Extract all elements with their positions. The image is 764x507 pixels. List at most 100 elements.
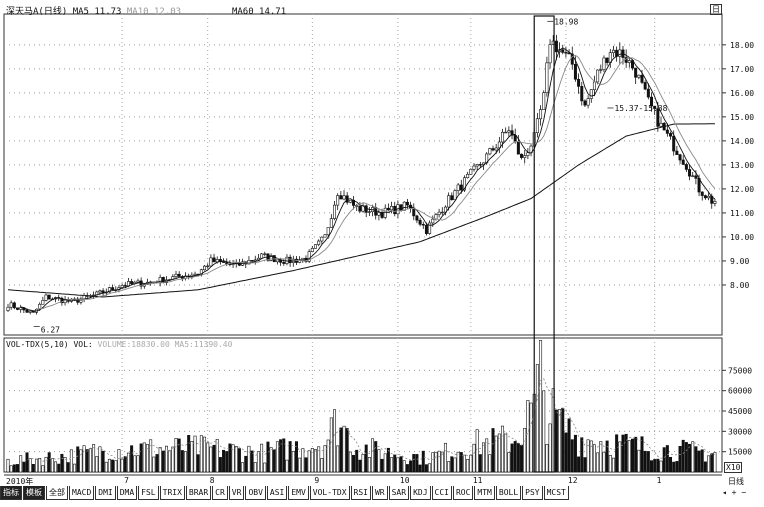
price-annotation: 18.98 xyxy=(554,17,578,26)
candle-up xyxy=(203,265,207,271)
month-label: 11 xyxy=(473,476,483,485)
candle-down xyxy=(634,67,638,78)
volume-bar-down xyxy=(672,461,676,473)
candle-up xyxy=(323,234,327,238)
candle-up xyxy=(9,302,13,308)
price-tick-label: 9.00 xyxy=(730,257,749,266)
indicator-tab[interactable]: 全部 xyxy=(46,486,68,500)
remove-icon[interactable]: − xyxy=(741,488,747,497)
volume-bar-up xyxy=(485,438,489,473)
indicator-tab[interactable]: 指标 xyxy=(0,486,22,500)
scroll-left-icon[interactable]: ◂ xyxy=(722,488,727,497)
candle-up xyxy=(523,155,527,158)
volume-tick-label: 60000 xyxy=(728,387,752,396)
volume-bar-down xyxy=(615,434,619,473)
indicator-tab[interactable]: BRAR xyxy=(185,486,212,500)
volume-bar-up xyxy=(168,450,172,473)
volume-bar-up xyxy=(117,449,121,473)
volume-bar-up xyxy=(507,452,511,473)
volume-bar-up xyxy=(184,451,188,473)
volume-bar-up xyxy=(396,457,400,473)
volume-bar-down xyxy=(180,450,184,473)
indicator-tab[interactable]: VOL-TDX xyxy=(309,486,350,500)
volume-bar-down xyxy=(662,447,666,473)
indicator-tab[interactable]: ASI xyxy=(266,486,288,500)
indicator-tab[interactable]: OBV xyxy=(245,486,266,500)
indicator-tab[interactable]: CCI xyxy=(431,486,452,500)
volume-bar-down xyxy=(12,464,16,473)
indicator-tab[interactable]: 模板 xyxy=(23,486,45,500)
volume-bar-up xyxy=(95,456,99,473)
volume-bar-down xyxy=(665,445,669,473)
volume-bar-down xyxy=(640,436,644,473)
candle-up xyxy=(472,165,476,170)
candle-up xyxy=(618,49,622,57)
indicator-tab[interactable]: BOLL xyxy=(495,486,522,500)
ma5-label: MA5 xyxy=(72,7,89,17)
indicator-tab[interactable]: SAR xyxy=(388,486,410,500)
candle-up xyxy=(592,81,596,90)
volume-bar-up xyxy=(320,458,324,473)
indicator-tab[interactable]: MTM xyxy=(474,486,495,500)
candle-up xyxy=(611,49,615,53)
volume-bar-down xyxy=(646,451,650,473)
indicator-tab[interactable]: PSY xyxy=(522,486,543,500)
add-icon[interactable]: + xyxy=(731,488,737,497)
indicator-tab[interactable]: KDJ xyxy=(410,486,431,500)
volume-bar-up xyxy=(35,458,39,473)
candle-down xyxy=(177,273,181,277)
price-tick-label: 13.00 xyxy=(730,161,754,170)
candle-up xyxy=(313,244,317,249)
corner-badge[interactable]: 日 xyxy=(710,4,722,15)
volume-bar-up xyxy=(275,441,279,473)
volume-bar-up xyxy=(431,452,435,473)
volume-bar-up xyxy=(63,457,67,473)
volume-bar-down xyxy=(684,442,688,473)
indicator-tab[interactable]: CR xyxy=(212,486,228,500)
indicator-tab[interactable]: TRIX xyxy=(159,486,185,500)
volume-bar-up xyxy=(542,390,546,473)
volume-bar-down xyxy=(212,444,216,473)
volume-bar-up xyxy=(291,450,295,473)
volume-bar-up xyxy=(142,442,146,473)
candle-up xyxy=(44,294,48,301)
price-tick-label: 15.00 xyxy=(730,113,754,122)
volume-bar-up xyxy=(50,458,54,473)
candle-up xyxy=(713,201,717,204)
volume-bar-up xyxy=(317,446,321,473)
volume-bar-up xyxy=(608,454,612,473)
candle-down xyxy=(605,57,609,63)
volume-bar-up xyxy=(82,445,86,473)
volume-bar-up xyxy=(504,433,508,473)
candle-down xyxy=(130,281,134,284)
candle-down xyxy=(675,150,679,155)
candle-up xyxy=(539,109,543,120)
volume-bar-down xyxy=(47,452,51,473)
ma60-value: 14.71 xyxy=(259,7,287,17)
indicator-tab[interactable]: FSL xyxy=(138,486,159,500)
volume-bar-down xyxy=(630,438,634,473)
scroll-controls[interactable]: ◂ + − xyxy=(722,488,746,497)
volume-bar-up xyxy=(453,457,457,473)
volume-bar-down xyxy=(266,441,270,473)
candle-up xyxy=(329,218,333,228)
volume-bar-up xyxy=(526,400,530,473)
indicator-tab[interactable]: DMA xyxy=(116,486,138,500)
volume-bar-up xyxy=(361,454,365,473)
volume-bar-up xyxy=(402,460,406,473)
indicator-tab[interactable]: DMI xyxy=(95,486,116,500)
volume-bar-up xyxy=(38,458,42,473)
indicator-tab[interactable]: MACD xyxy=(69,486,95,500)
volume-bar-down xyxy=(621,434,625,473)
volume-bar-down xyxy=(418,464,422,473)
indicator-tab[interactable]: WR xyxy=(371,486,388,500)
candle-up xyxy=(307,251,311,262)
candle-up xyxy=(28,310,32,313)
indicator-tab[interactable]: EMV xyxy=(288,486,309,500)
indicator-tab[interactable]: RSI xyxy=(350,486,371,500)
volume-bar-up xyxy=(691,441,695,473)
indicator-tab[interactable]: ROC xyxy=(452,486,474,500)
indicator-tab[interactable]: VR xyxy=(228,486,245,500)
indicator-tab[interactable]: MCST xyxy=(543,486,569,500)
volume-bar-down xyxy=(222,449,226,473)
